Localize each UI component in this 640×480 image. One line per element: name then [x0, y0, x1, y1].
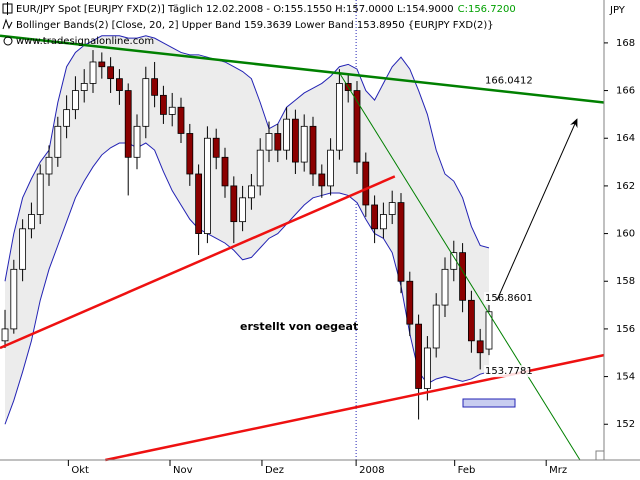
- candle-body: [265, 133, 273, 151]
- candle-body: [45, 156, 53, 175]
- y-tick-label: 158: [616, 276, 635, 287]
- candle-body: [195, 173, 203, 234]
- candle-body: [485, 311, 493, 350]
- indicator-icon: [2, 18, 13, 30]
- title-close: C:156.7200: [458, 4, 516, 15]
- candle-body: [335, 83, 343, 151]
- candle-body: [441, 268, 449, 306]
- arrow: [496, 118, 578, 301]
- candle-body: [476, 340, 484, 354]
- candle-body: [292, 118, 299, 163]
- candle-body: [1, 328, 9, 342]
- candle-body: [256, 149, 264, 187]
- candle-body: [177, 106, 185, 134]
- candle-body: [54, 125, 62, 158]
- candle-body: [327, 149, 334, 187]
- candle-body: [124, 90, 132, 158]
- candle-body: [353, 90, 361, 163]
- candle-body: [397, 202, 405, 282]
- trend-label-bg: [484, 74, 530, 87]
- trend-label-bg: [484, 292, 530, 305]
- y-tick-label: 166: [616, 86, 635, 97]
- candle-body: [318, 173, 326, 187]
- candle-body: [80, 83, 88, 91]
- candle-body: [423, 347, 431, 389]
- x-tick-label: Okt: [71, 465, 89, 476]
- candle-body: [89, 61, 97, 84]
- candle-body: [415, 323, 422, 389]
- candle-body: [151, 78, 159, 96]
- marker-box: [462, 398, 516, 408]
- x-tick-label: 2008: [359, 465, 384, 476]
- candle-body: [459, 252, 466, 301]
- candle-body: [186, 133, 194, 175]
- candle-body: [133, 125, 141, 158]
- trend-label: 153.7781: [485, 366, 533, 377]
- scroll-box: [595, 450, 605, 461]
- candle-body: [309, 125, 317, 175]
- candle-body: [28, 214, 35, 230]
- y-tick-label: 156: [616, 324, 635, 335]
- x-tick-label: Dez: [265, 465, 284, 476]
- y-tick-label: 168: [616, 38, 635, 49]
- x-tick-label: Nov: [173, 465, 193, 476]
- candle-body: [300, 125, 308, 163]
- candle-body: [283, 118, 291, 151]
- candle-body: [10, 268, 18, 330]
- y-tick-label: 164: [616, 133, 635, 144]
- candle-body: [239, 197, 247, 223]
- candle-body: [230, 185, 238, 223]
- chart-title: EUR/JPY Spot [EURJPY FXD(2)] Täglich 12.…: [16, 4, 516, 15]
- x-tick-label: Feb: [458, 465, 476, 476]
- trend-label-bg: [484, 365, 530, 378]
- trend-label: 156.8601: [485, 293, 533, 304]
- candle-body: [204, 137, 211, 234]
- candle-body: [379, 214, 387, 230]
- candle-body: [212, 137, 220, 158]
- candle-body: [406, 280, 414, 325]
- candle-body: [168, 106, 176, 115]
- y-unit: JPY: [609, 5, 626, 16]
- candle-body: [72, 90, 79, 111]
- candle-body: [221, 156, 229, 187]
- candle-body: [63, 109, 71, 127]
- candle-body: [142, 78, 150, 127]
- candle-body: [274, 133, 282, 151]
- candle-body: [36, 173, 44, 215]
- x-tick-label: Mrz: [549, 465, 567, 476]
- trend-line: [0, 175, 396, 350]
- candle-body: [98, 61, 106, 68]
- author-note: erstellt von oegeat: [240, 320, 358, 333]
- y-tick-label: 160: [616, 229, 635, 240]
- band-lower: [4, 142, 490, 425]
- trend-line: [339, 73, 581, 461]
- candle-body: [362, 161, 370, 206]
- candle-body: [160, 94, 167, 115]
- watermark: www.tradesignalonline.com: [16, 36, 154, 47]
- title-text: EUR/JPY Spot [EURJPY FXD(2)] Täglich 12.…: [16, 4, 454, 15]
- trend-label: 166.0412: [485, 75, 533, 86]
- candle-body: [19, 228, 27, 270]
- candle-body: [432, 304, 440, 349]
- y-tick-label: 162: [616, 181, 635, 192]
- y-tick-label: 152: [616, 419, 635, 430]
- plot-area: [0, 0, 605, 462]
- indicator-label: Bollinger Bands(2) [Close, 20, 2] Upper …: [16, 20, 494, 31]
- candle-body: [467, 299, 475, 342]
- trend-line: [0, 34, 605, 104]
- y-tick-label: 154: [616, 372, 635, 383]
- candle-body: [388, 202, 396, 215]
- candle-body: [107, 66, 115, 80]
- candle-body: [116, 78, 123, 91]
- candle-body: [371, 204, 378, 230]
- web-icon: [3, 36, 13, 46]
- candle-body: [248, 185, 255, 199]
